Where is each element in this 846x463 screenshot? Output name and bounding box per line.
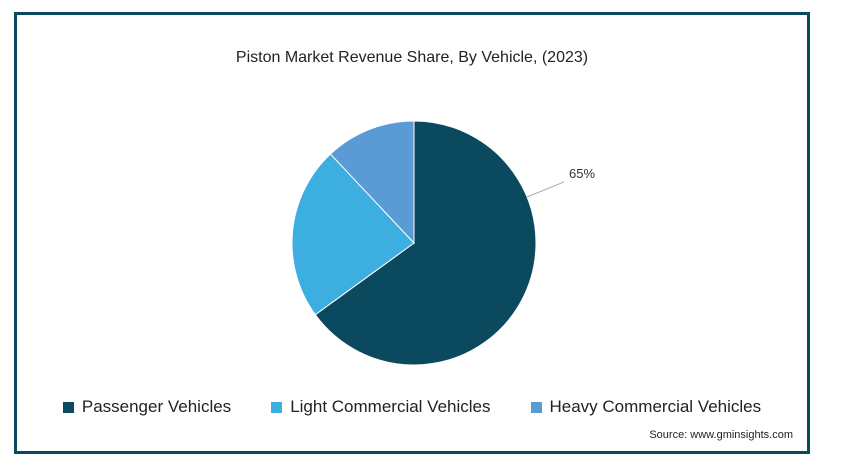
pie-slice-2: [329, 120, 415, 245]
legend-label-1: Light Commercial Vehicles: [290, 397, 491, 416]
pie-slice-1: [291, 153, 415, 316]
chart-title: Piston Market Revenue Share, By Vehicle,…: [235, 49, 589, 66]
source-note: Source: www.gminsights.com: [649, 429, 793, 441]
legend-swatch-1: [271, 401, 283, 413]
data-label-0: 65%: [569, 166, 595, 181]
pie-chart: 65%: [291, 120, 596, 366]
legend-label-2: Heavy Commercial Vehicles: [549, 397, 762, 416]
legend-label-0: Passenger Vehicles: [81, 397, 232, 416]
chart-legend: Passenger Vehicles Light Commercial Vehic…: [17, 397, 807, 417]
pie-slice-0: [314, 120, 537, 366]
legend-swatch-0: [62, 401, 74, 413]
legend-swatch-2: [530, 401, 542, 413]
chart-frame: Piston Market Revenue Share, By Vehicle,…: [14, 12, 810, 454]
legend-item-2: Heavy Commercial Vehicles: [530, 397, 762, 417]
data-label-leader-0: [526, 181, 565, 198]
legend-item-0: Passenger Vehicles: [62, 397, 232, 417]
legend-item-1: Light Commercial Vehicles: [271, 397, 491, 417]
